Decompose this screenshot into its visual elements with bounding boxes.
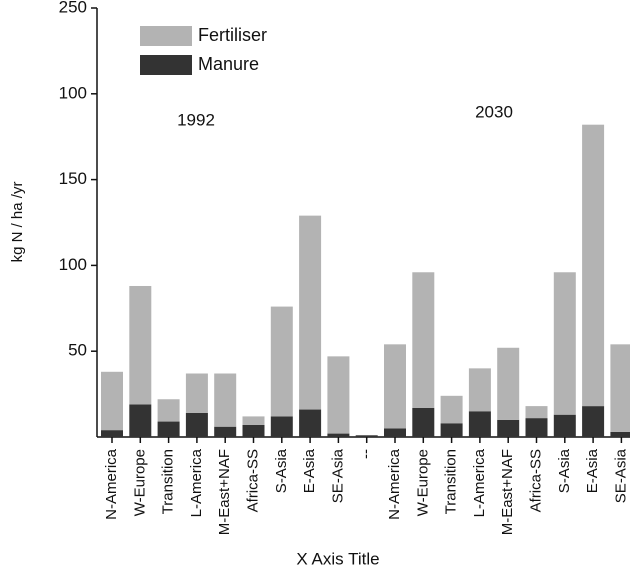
x-axis-label: X Axis Title [296, 549, 379, 568]
bar-segment [327, 433, 350, 437]
bar-segment [384, 428, 406, 437]
bar-segment [553, 414, 576, 437]
bar-segment [270, 306, 293, 417]
y-tick-label: 100 [59, 255, 87, 274]
bar-segment [299, 409, 322, 437]
x-tick-label: L-America [188, 448, 205, 517]
bar-segment [157, 421, 180, 437]
bar-segment [270, 416, 293, 437]
bar-segment [299, 215, 322, 410]
y-tick-label: 100 [59, 83, 87, 102]
bar-segment [101, 371, 123, 431]
bar-segment [242, 424, 265, 437]
x-tick-label: M-East+NAF [499, 449, 516, 535]
y-tick-label: 150 [59, 169, 87, 188]
x-tick-label: N-America [103, 448, 120, 519]
bar-segment [129, 285, 152, 405]
bar-segment [553, 272, 576, 415]
x-tick-label: Africa-SS [244, 449, 261, 512]
x-tick-label: -- [358, 449, 375, 459]
bar-segment [129, 404, 152, 437]
x-tick-label: Africa-SS [527, 449, 544, 512]
bar-segment [440, 395, 463, 424]
bar-segment [157, 399, 180, 422]
annotation: 2030 [475, 102, 513, 121]
x-tick-label: W-Europe [414, 449, 431, 516]
x-tick-label: E-Asia [584, 448, 601, 493]
y-axis-label: kg N / ha /yr [9, 182, 26, 263]
bar-segment [497, 347, 520, 420]
legend-label: Manure [198, 54, 259, 74]
x-tick-label: S-Asia [273, 448, 290, 493]
x-tick-label: SE-Asia [612, 448, 629, 503]
bar-segment [214, 373, 237, 427]
bar-segment [412, 407, 435, 437]
bar-segment [610, 431, 630, 437]
bar-segment [440, 423, 463, 437]
x-tick-label: S-Asia [556, 448, 573, 493]
bar-segment [468, 411, 491, 437]
x-tick-label: W-Europe [131, 449, 148, 516]
legend-swatch [140, 26, 192, 46]
bar-segment [242, 416, 265, 425]
bar-segment [497, 419, 520, 437]
bar-segment [214, 426, 237, 437]
annotation: 1992 [177, 110, 215, 129]
bar-segment [101, 430, 123, 437]
bar-segment [610, 344, 630, 432]
bar-segment [185, 412, 208, 437]
y-tick-label: 250 [59, 0, 87, 16]
bar-segment [525, 418, 548, 437]
bar-segment [384, 344, 406, 429]
x-tick-label: E-Asia [301, 448, 318, 493]
legend-swatch [140, 55, 192, 75]
bar-segment [525, 406, 548, 419]
bar-segment [582, 124, 605, 407]
bar-segment [355, 435, 378, 437]
y-tick-label: 50 [68, 341, 87, 360]
x-tick-label: Transition [160, 449, 177, 514]
bar-segment [412, 272, 435, 408]
x-tick-label: M-East+NAF [216, 449, 233, 535]
x-tick-label: SE-Asia [329, 448, 346, 503]
x-tick-label: L-America [471, 448, 488, 517]
legend-label: Fertiliser [198, 25, 267, 45]
bar-segment [582, 406, 605, 437]
bar-segment [185, 373, 208, 413]
x-tick-label: Transition [443, 449, 460, 514]
bar-segment [468, 368, 491, 412]
bar-segment [327, 356, 350, 434]
x-tick-label: N-America [386, 448, 403, 519]
